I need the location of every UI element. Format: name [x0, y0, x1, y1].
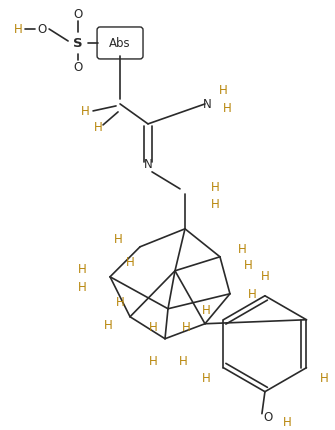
Text: O: O: [38, 23, 47, 37]
Text: H: H: [182, 320, 190, 334]
Text: N: N: [144, 158, 152, 171]
Text: H: H: [222, 102, 231, 115]
Text: H: H: [248, 288, 256, 301]
Text: S: S: [73, 37, 83, 50]
Text: N: N: [203, 98, 211, 111]
Text: H: H: [238, 243, 246, 256]
Text: H: H: [126, 256, 134, 269]
Text: H: H: [149, 354, 157, 367]
Text: H: H: [282, 415, 291, 428]
Text: H: H: [261, 270, 269, 283]
Text: H: H: [149, 320, 157, 334]
Text: H: H: [116, 295, 124, 309]
Text: H: H: [218, 84, 227, 97]
Text: H: H: [211, 181, 219, 194]
Text: H: H: [14, 23, 22, 37]
Text: H: H: [104, 319, 113, 332]
Text: H: H: [81, 105, 89, 118]
Text: H: H: [202, 372, 210, 384]
Text: H: H: [179, 354, 187, 367]
Text: Abs: Abs: [109, 37, 131, 50]
Text: H: H: [202, 304, 210, 316]
Text: O: O: [73, 61, 83, 74]
Text: H: H: [319, 372, 328, 384]
Text: O: O: [263, 410, 273, 423]
Text: H: H: [94, 121, 103, 134]
Text: H: H: [211, 198, 219, 211]
Text: H: H: [78, 281, 86, 294]
Text: O: O: [73, 9, 83, 22]
Text: H: H: [114, 233, 122, 246]
Text: H: H: [78, 263, 86, 276]
FancyBboxPatch shape: [97, 28, 143, 60]
Text: H: H: [244, 259, 252, 272]
